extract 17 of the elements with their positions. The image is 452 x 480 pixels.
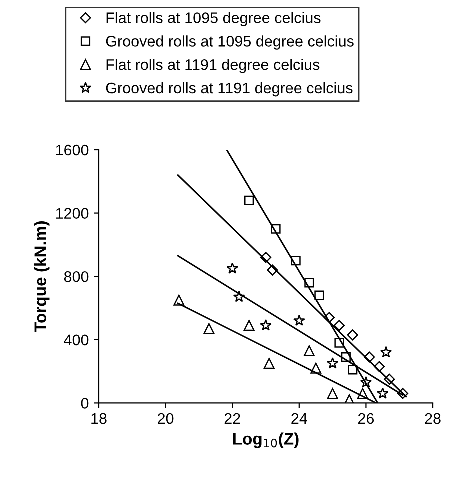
x-tick-label: 26 bbox=[358, 413, 374, 424]
legend-label: Flat rolls at 1191 degree celcius bbox=[106, 59, 320, 74]
x-tick-label: 18 bbox=[92, 413, 107, 424]
x-tick-label: 20 bbox=[158, 413, 174, 424]
y-tick-label: 800 bbox=[64, 271, 89, 282]
legend-label: Flat rolls at 1095 degree celcius bbox=[106, 12, 321, 26]
y-axis-title: Torque (kN.m) bbox=[34, 222, 50, 332]
x-tick-label: 28 bbox=[425, 413, 441, 424]
x-tick-label: 22 bbox=[224, 413, 240, 424]
x-axis-title: Log$_{10}$(Z) bbox=[233, 432, 299, 448]
y-tick-label: 1600 bbox=[56, 144, 89, 156]
y-tick-label: 1200 bbox=[56, 208, 89, 219]
legend-label: Grooved rolls at 1095 degree celcius bbox=[106, 36, 354, 50]
legend-label: Grooved rolls at 1191 degree celcius bbox=[106, 82, 353, 97]
y-tick-label: 0 bbox=[81, 398, 89, 409]
y-tick-label: 400 bbox=[64, 334, 89, 346]
x-tick-label: 24 bbox=[292, 413, 308, 424]
